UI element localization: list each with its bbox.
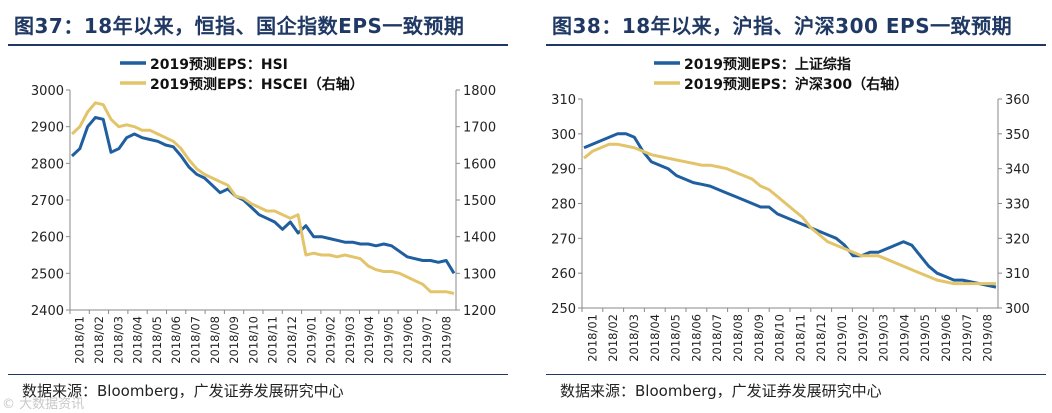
x-tick-label: 2018/12 bbox=[814, 314, 828, 362]
x-tick-label: 2018/04 bbox=[131, 316, 145, 364]
source-note: 数据来源：Bloomberg，广发证券发展研究中心 bbox=[560, 382, 882, 400]
legend-label: 2019预测EPS：沪深300（右轴） bbox=[684, 76, 908, 93]
y-tick-label-left: 250 bbox=[551, 302, 576, 317]
y-tick-label-right: 1800 bbox=[463, 84, 496, 99]
x-tick-label: 2018/02 bbox=[92, 316, 106, 364]
series-line-left-axis bbox=[70, 116, 456, 275]
x-tick-label: 2018/03 bbox=[627, 314, 641, 362]
x-tick-label: 2018/05 bbox=[150, 316, 164, 364]
x-tick-label: 2018/03 bbox=[111, 316, 125, 364]
y-tick-label-left: 260 bbox=[551, 267, 576, 282]
x-tick-label: 2019/02 bbox=[856, 314, 870, 362]
x-tick-label: 2018/09 bbox=[752, 314, 766, 362]
y-tick-label-left: 300 bbox=[551, 128, 576, 143]
x-tick-label: 2018/08 bbox=[208, 316, 222, 364]
y-tick-label-left: 270 bbox=[551, 232, 576, 247]
x-tick-label: 2019/04 bbox=[897, 314, 911, 362]
x-tick-label: 2018/07 bbox=[710, 314, 724, 362]
y-tick-label-right: 310 bbox=[1005, 267, 1030, 282]
legend-label: 2019预测EPS：HSI bbox=[150, 56, 288, 73]
source-divider bbox=[8, 374, 508, 375]
series-line-right-axis bbox=[583, 142, 996, 286]
x-tick-label: 2019/05 bbox=[381, 316, 395, 364]
x-tick-label: 2018/10 bbox=[246, 316, 260, 364]
series-line-left-axis bbox=[583, 132, 997, 289]
x-tick-label: 2019/01 bbox=[304, 316, 318, 364]
y-tick-label-left: 280 bbox=[551, 198, 576, 213]
y-tick-label-right: 320 bbox=[1005, 232, 1030, 247]
y-tick-label-left: 2600 bbox=[31, 231, 64, 246]
x-tick-label: 2018/06 bbox=[689, 314, 703, 362]
x-tick-label: 2018/07 bbox=[188, 316, 202, 364]
y-tick-label-right: 1200 bbox=[463, 304, 496, 319]
chart-panel-left: 图37：18年以来，恒指、国企指数EPS一致预期 3000 2900 2800 270… bbox=[8, 0, 518, 413]
x-tick-label: 2019/04 bbox=[362, 316, 376, 364]
y-tick-label-right: 360 bbox=[1005, 93, 1030, 108]
chart-title: 图37：18年以来，恒指、国企指数EPS一致预期 bbox=[14, 14, 465, 38]
x-tick-label: 2018/10 bbox=[773, 314, 787, 362]
y-tick-label-right: 300 bbox=[1005, 302, 1030, 317]
line-chart-sse-csi300: 310 300 290 280 270 260 250 360 350 340 330 320 310 3… bbox=[551, 56, 1030, 362]
x-tick-label: 2019/03 bbox=[343, 316, 357, 364]
chart-title: 图38：18年以来，沪指、沪深300 EPS一致预期 bbox=[552, 14, 1013, 38]
y-tick-label-left: 2400 bbox=[31, 304, 64, 319]
y-tick-label-right: 340 bbox=[1005, 163, 1030, 178]
x-tick-label: 2019/01 bbox=[835, 314, 849, 362]
x-tick-label: 2018/09 bbox=[227, 316, 241, 364]
y-tick-label-left: 3000 bbox=[31, 84, 64, 99]
y-tick-label-left: 290 bbox=[551, 163, 576, 178]
y-tick-label-left: 310 bbox=[551, 93, 576, 108]
y-tick-label-left: 2700 bbox=[31, 194, 64, 209]
legend-label: 2019预测EPS：上证综指 bbox=[684, 56, 851, 73]
x-tick-label: 2018/01 bbox=[585, 314, 599, 362]
x-tick-label: 2019/06 bbox=[401, 316, 415, 364]
y-tick-label-right: 1300 bbox=[463, 267, 496, 282]
x-tick-label: 2018/01 bbox=[73, 316, 87, 364]
x-tick-label: 2018/11 bbox=[266, 316, 280, 364]
watermark: © 大数据资讯 bbox=[2, 397, 85, 412]
x-tick-label: 2018/02 bbox=[606, 314, 620, 362]
x-tick-label: 2018/11 bbox=[793, 314, 807, 362]
x-tick-label: 2019/05 bbox=[918, 314, 932, 362]
x-tick-label: 2018/12 bbox=[285, 316, 299, 364]
x-tick-label: 2018/08 bbox=[731, 314, 745, 362]
series-line-right-axis bbox=[70, 101, 455, 295]
title-divider bbox=[546, 44, 1046, 46]
x-tick-label: 2019/08 bbox=[981, 314, 995, 362]
x-tick-label: 2018/06 bbox=[169, 316, 183, 364]
line-chart-hsi-hscei: 3000 2900 2800 2700 2600 2500 2400 1800 1700 1600… bbox=[31, 56, 496, 364]
source-divider bbox=[546, 374, 1046, 375]
y-tick-label-left: 2500 bbox=[31, 267, 64, 282]
legend-label: 2019预测EPS：HSCEI（右轴） bbox=[150, 76, 364, 93]
x-tick-label: 2019/08 bbox=[439, 316, 453, 364]
y-tick-label-right: 1600 bbox=[463, 157, 496, 172]
source-note: 数据来源：Bloomberg，广发证券发展研究中心 bbox=[22, 382, 344, 400]
chart-panel-right: 图38：18年以来，沪指、沪深300 EPS一致预期 310 300 290 280 2… bbox=[546, 0, 1052, 413]
x-tick-label: 2019/07 bbox=[960, 314, 974, 362]
y-tick-label-right: 330 bbox=[1005, 198, 1030, 213]
x-tick-label: 2019/06 bbox=[939, 314, 953, 362]
y-tick-label-right: 1400 bbox=[463, 231, 496, 246]
x-tick-label: 2018/04 bbox=[648, 314, 662, 362]
y-tick-label-right: 1700 bbox=[463, 121, 496, 136]
y-tick-label-right: 350 bbox=[1005, 128, 1030, 143]
x-tick-label: 2018/05 bbox=[669, 314, 683, 362]
x-tick-label: 2019/07 bbox=[420, 316, 434, 364]
y-tick-label-left: 2800 bbox=[31, 157, 64, 172]
x-tick-label: 2019/03 bbox=[877, 314, 891, 362]
y-tick-label-left: 2900 bbox=[31, 121, 64, 136]
y-tick-label-right: 1500 bbox=[463, 194, 496, 209]
x-tick-label: 2019/02 bbox=[324, 316, 338, 364]
title-divider bbox=[8, 44, 508, 46]
